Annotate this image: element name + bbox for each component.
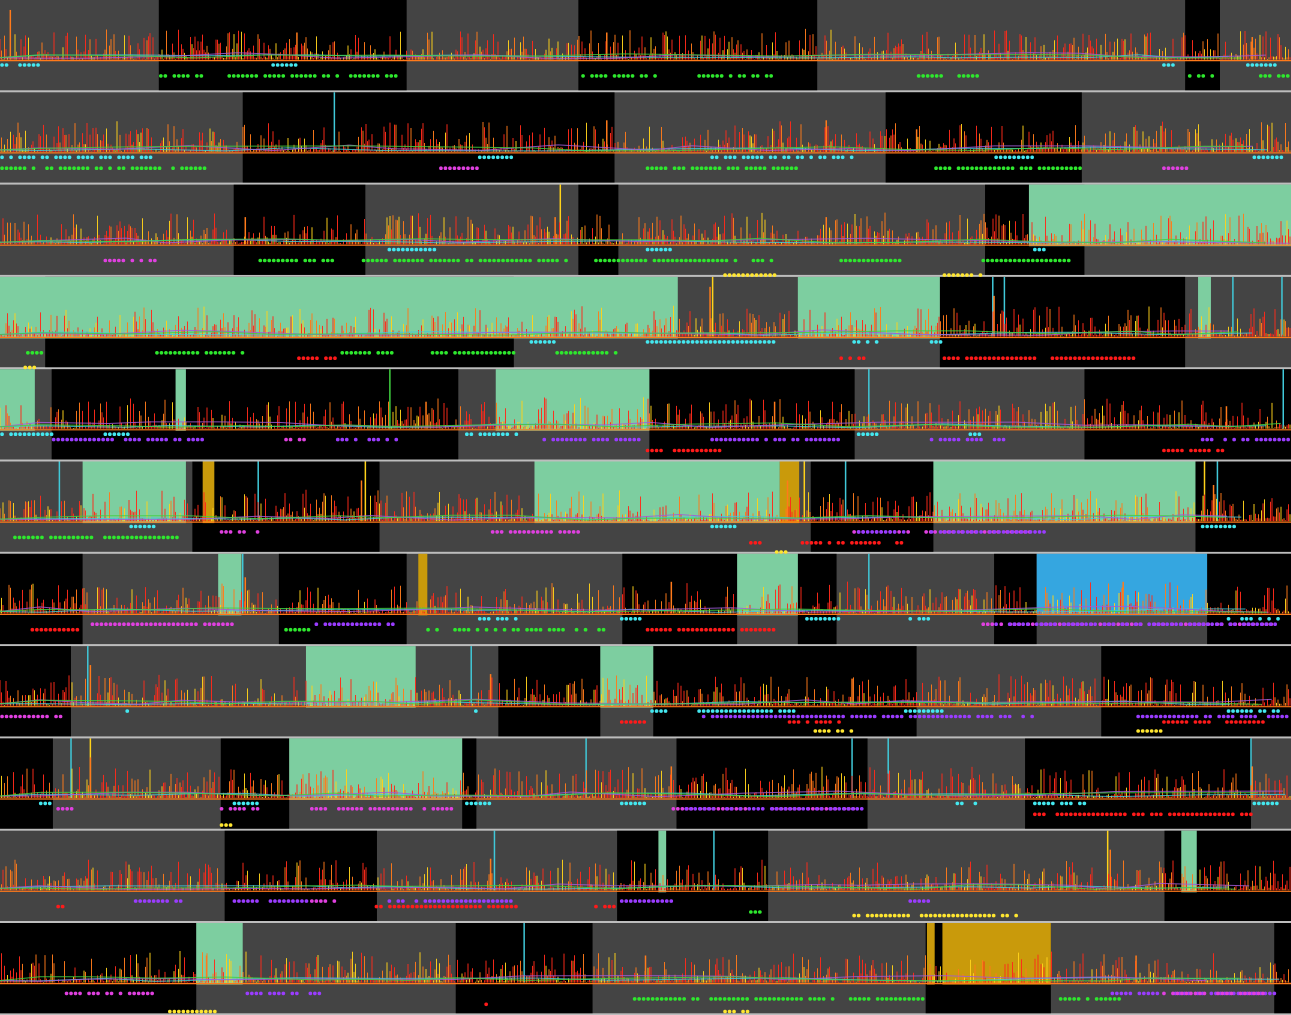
night-band xyxy=(0,923,196,1013)
night-band xyxy=(1274,923,1291,1013)
night-band xyxy=(0,646,71,736)
event-block xyxy=(196,923,242,985)
night-band xyxy=(243,92,615,182)
timeline-row-4 xyxy=(0,275,1291,367)
night-band xyxy=(649,369,854,459)
event-block xyxy=(1029,185,1291,247)
event-block xyxy=(0,369,35,431)
night-band xyxy=(234,185,366,275)
night-band xyxy=(1207,554,1291,644)
event-block xyxy=(658,831,666,893)
night-band xyxy=(462,738,476,828)
timeline-row-8 xyxy=(0,646,1291,736)
night-band xyxy=(498,646,600,736)
night-band xyxy=(940,277,1185,367)
timeline-row-11 xyxy=(0,923,1291,1013)
timeline-row-6 xyxy=(0,462,1291,552)
timeline-row-1 xyxy=(0,0,1291,90)
timeline-row-9 xyxy=(0,738,1291,828)
timeline-row-2 xyxy=(0,92,1291,182)
day-band xyxy=(0,92,1291,182)
night-band xyxy=(52,369,459,459)
timeline-row-3 xyxy=(0,185,1291,275)
event-block xyxy=(737,554,798,616)
timeline-row-7 xyxy=(0,552,1291,644)
event-block xyxy=(83,462,186,524)
event-block xyxy=(933,462,1195,524)
event-block xyxy=(600,646,653,708)
timeline-row-10 xyxy=(0,831,1291,921)
event-block xyxy=(289,738,462,800)
event-block xyxy=(798,277,940,339)
timeline-row-5 xyxy=(0,367,1291,459)
